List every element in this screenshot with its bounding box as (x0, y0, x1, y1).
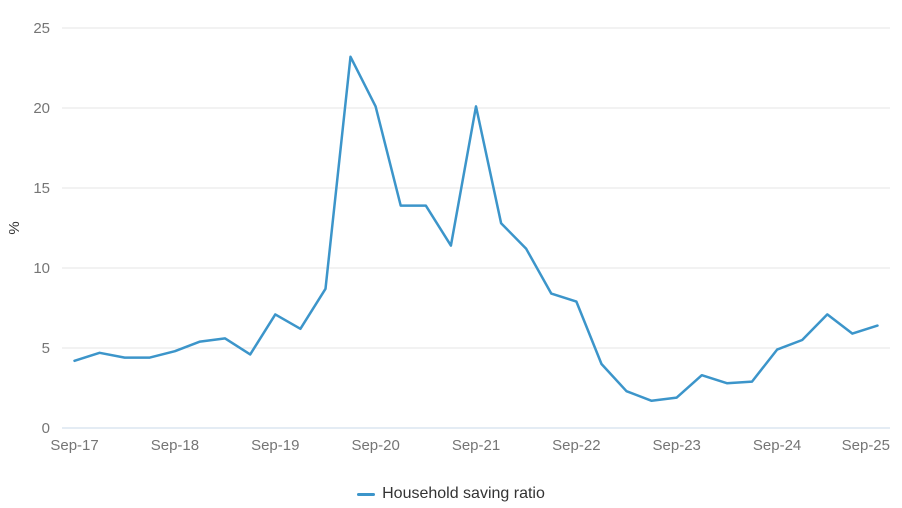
line-chart-canvas: 0 5 10 15 20 25 Sep-17 Sep-18 Sep-19 Sep-20 Sep-21… (33, 20, 890, 454)
y-tick-label: 15 (33, 180, 50, 197)
y-tick-label: 10 (33, 260, 50, 277)
legend-line-marker-icon (357, 492, 376, 496)
x-tick-label: Sep-19 (251, 437, 299, 454)
x-tick-label: Sep-17 (50, 437, 98, 454)
legend: Household saving ratio (0, 480, 902, 508)
legend-item-household-saving-ratio[interactable]: Household saving ratio (357, 485, 545, 503)
x-tick-label: Sep-20 (351, 437, 399, 454)
x-tick-label: Sep-22 (552, 437, 600, 454)
y-tick-label: 0 (42, 420, 50, 437)
y-tick-label: 25 (33, 20, 50, 37)
x-tick-label: Sep-18 (151, 437, 199, 454)
x-tick-label: Sep-21 (452, 437, 500, 454)
y-tick-label: 5 (42, 340, 50, 357)
x-tick-label: Sep-25 (842, 437, 890, 454)
x-tick-label: Sep-23 (653, 437, 701, 454)
y-tick-label: 20 (33, 100, 50, 117)
x-tick-label: Sep-24 (753, 437, 801, 454)
legend-label: Household saving ratio (382, 485, 545, 502)
series-line-household-saving-ratio (73, 55, 879, 403)
